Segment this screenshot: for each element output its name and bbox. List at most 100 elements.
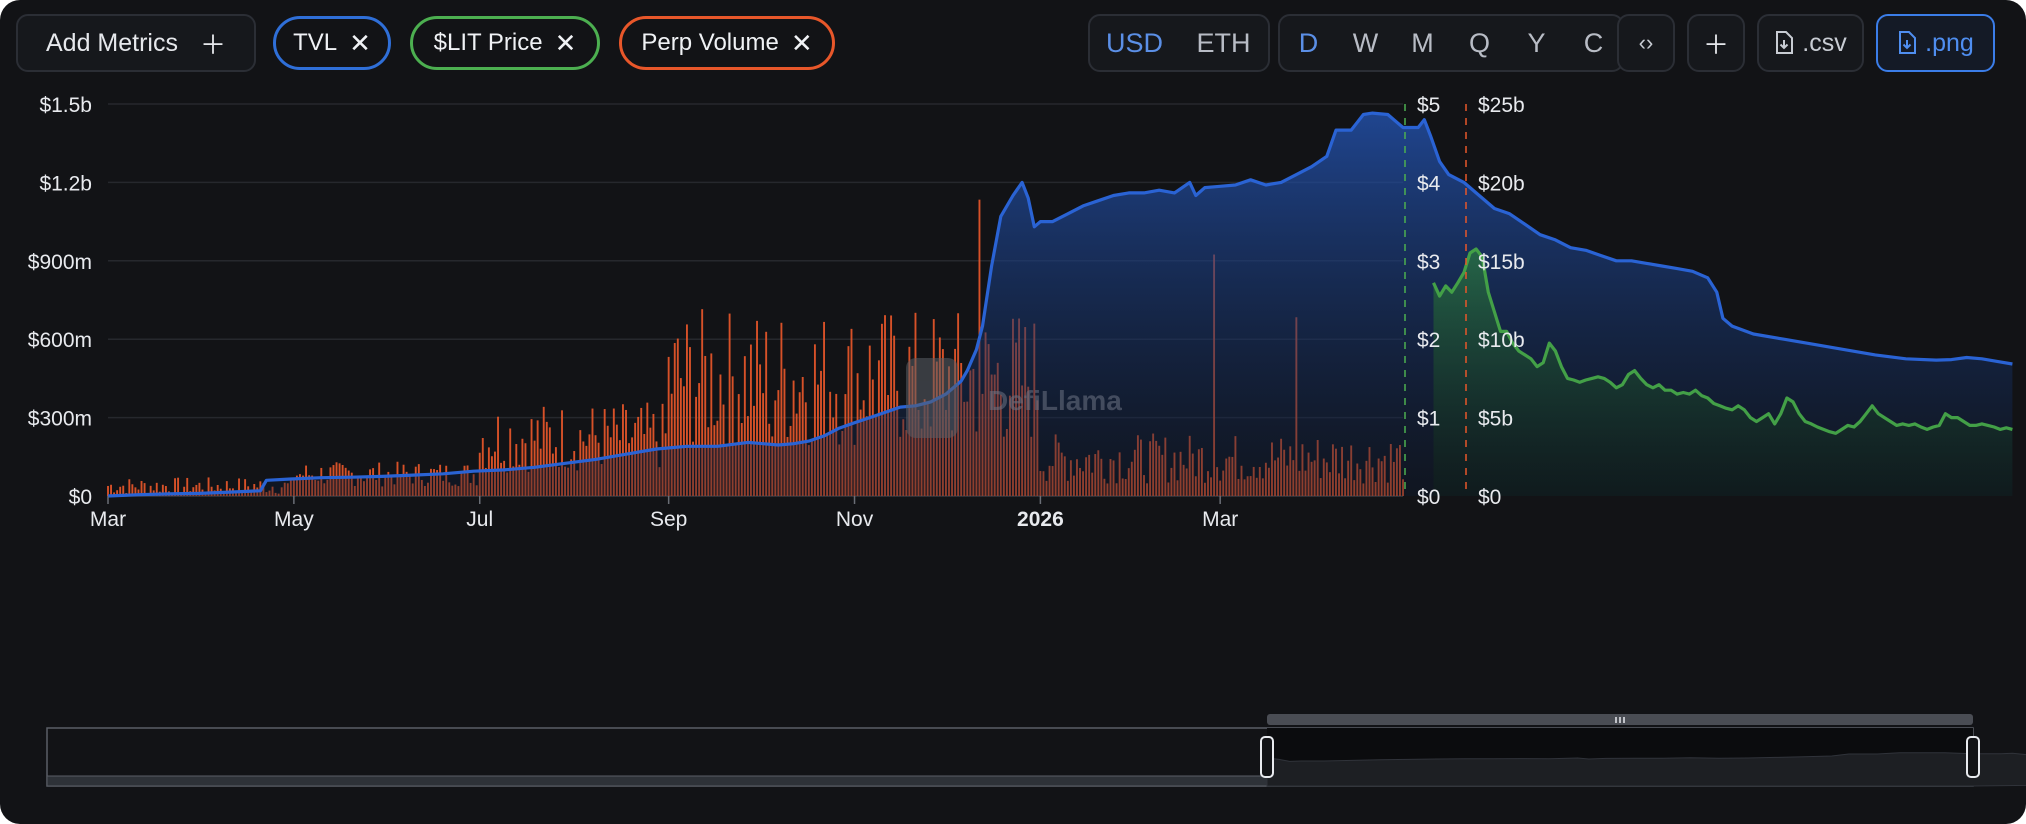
- tvl-axis-tick: $1.5b: [39, 94, 92, 117]
- x-axis-tick: Mar: [1202, 508, 1238, 531]
- granularity-w[interactable]: W: [1352, 27, 1379, 58]
- volume-bar: [667, 356, 670, 496]
- close-icon[interactable]: ✕: [554, 27, 577, 58]
- volume-bar: [801, 376, 804, 496]
- currency-toggle: USD ETH: [1088, 14, 1270, 72]
- embed-button[interactable]: ‹›: [1617, 14, 1675, 72]
- volume-bar: [689, 347, 691, 496]
- tvl-axis-tick: $900m: [28, 251, 92, 274]
- price-axis-tick: $5: [1417, 94, 1440, 117]
- volume-bar: [164, 486, 167, 496]
- volume-bar: [244, 479, 247, 496]
- tvl-axis-tick: $1.2b: [39, 172, 92, 195]
- volume-bar: [603, 409, 606, 496]
- close-icon[interactable]: ✕: [790, 27, 813, 58]
- volume-bar: [207, 477, 210, 496]
- brush-handle[interactable]: [1966, 736, 1980, 778]
- granularity-toggle: D W M Q Y C: [1278, 14, 1624, 72]
- volume-bar: [710, 353, 713, 496]
- volume-bar: [591, 408, 594, 496]
- range-brush[interactable]: [46, 714, 2026, 787]
- volume-bar: [542, 406, 545, 496]
- price-axis-tick: $3: [1417, 251, 1440, 274]
- volume-bar: [198, 482, 201, 496]
- axes: $0 $300m $600m $900m $1.2b $1.5b $0 $1 $2 $3 $4 $5 $…: [28, 94, 1525, 531]
- volume-bar: [122, 485, 125, 496]
- price-axis-tick: $2: [1417, 329, 1440, 352]
- volume-bar: [743, 356, 746, 496]
- volume-bar: [612, 408, 615, 496]
- price-area: [1433, 249, 2013, 496]
- download-file-icon: [1899, 31, 1917, 54]
- volume-bar: [890, 315, 893, 496]
- volume-bar: [186, 477, 189, 496]
- volume-bar: [884, 315, 886, 496]
- volume-bar: [780, 322, 783, 496]
- png-download-button[interactable]: .png: [1876, 14, 1995, 72]
- x-axis-tick: Mar: [90, 508, 126, 531]
- watermark-text: DefiLlama: [988, 385, 1122, 416]
- volume-bar: [682, 386, 685, 496]
- volume-bar: [561, 410, 563, 496]
- add-metrics-button[interactable]: Add Metrics ＋: [16, 14, 256, 72]
- volume-bar: [183, 486, 186, 496]
- plus-icon: ＋: [1702, 29, 1729, 60]
- currency-eth[interactable]: ETH: [1196, 27, 1251, 58]
- volume-bar: [107, 485, 109, 496]
- volume-bar: [777, 390, 780, 496]
- volume-axis-tick: $0: [1478, 486, 1501, 509]
- chip-tvl[interactable]: TVL ✕: [273, 16, 391, 70]
- brush-handle[interactable]: [1260, 736, 1274, 778]
- volume-bar: [749, 344, 752, 496]
- volume-bar: [756, 320, 758, 496]
- volume-bar: [131, 484, 134, 496]
- granularity-d[interactable]: D: [1298, 27, 1319, 58]
- granularity-q[interactable]: Q: [1468, 27, 1490, 58]
- volume-bar: [225, 481, 228, 496]
- csv-download-button[interactable]: .csv: [1757, 14, 1864, 72]
- png-label: .png: [1925, 28, 1974, 57]
- volume-bar: [509, 428, 512, 496]
- chip-label: TVL: [293, 29, 338, 56]
- volume-bar: [759, 364, 762, 496]
- add-metrics-label: Add Metrics: [46, 28, 178, 57]
- volume-bar: [481, 438, 484, 496]
- volume-bar: [497, 416, 499, 496]
- volume-bar: [140, 480, 143, 496]
- granularity-y[interactable]: Y: [1527, 27, 1546, 58]
- volume-bar: [536, 420, 539, 496]
- price-line: [1432, 247, 2013, 435]
- close-icon[interactable]: ✕: [349, 27, 371, 58]
- chip-label: Perp Volume: [641, 29, 779, 56]
- volume-bar: [728, 313, 731, 496]
- granularity-c[interactable]: C: [1583, 27, 1604, 58]
- brush-baseline: [46, 775, 1268, 787]
- volume-bar: [881, 323, 883, 496]
- volume-bar: [137, 489, 140, 496]
- volume-bar: [670, 393, 673, 496]
- volume-bar: [701, 309, 704, 496]
- chip-lit-price[interactable]: $LIT Price ✕: [410, 16, 600, 70]
- volume-bar: [792, 380, 795, 496]
- volume-bar: [686, 324, 688, 496]
- currency-usd[interactable]: USD: [1105, 27, 1163, 58]
- volume-bar: [110, 484, 112, 496]
- volume-bar: [622, 404, 624, 496]
- toolbar: Add Metrics ＋ TVL ✕ $LIT Price ✕ Perp Vo…: [16, 14, 2010, 72]
- volume-bar: [134, 487, 137, 496]
- volume-axis-tick: $10b: [1478, 329, 1525, 352]
- price-axis-tick: $1: [1417, 408, 1440, 431]
- code-icon: ‹›: [1638, 30, 1654, 55]
- volume-bar: [704, 355, 707, 496]
- volume-bar: [545, 421, 548, 496]
- llama-logo-icon: [906, 358, 958, 438]
- add-button[interactable]: ＋: [1687, 14, 1745, 72]
- volume-bar: [820, 370, 822, 496]
- volume-bar: [813, 344, 816, 496]
- volume-bar: [673, 343, 676, 496]
- chip-perp-volume[interactable]: Perp Volume ✕: [619, 16, 835, 70]
- volume-axis-tick: $15b: [1478, 251, 1525, 274]
- granularity-m[interactable]: M: [1411, 27, 1434, 58]
